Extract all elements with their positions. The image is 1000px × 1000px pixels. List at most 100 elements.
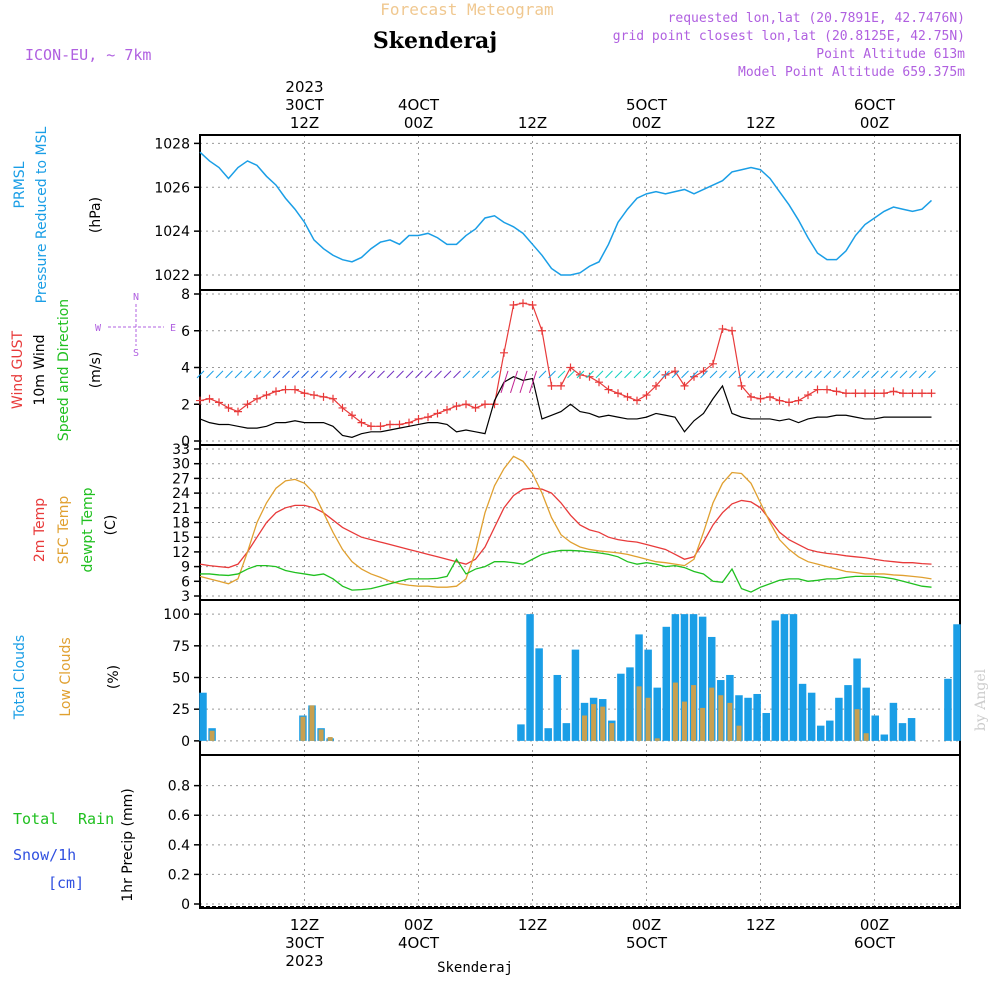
wind-gust-marker bbox=[433, 409, 442, 418]
wind-gust-marker bbox=[671, 367, 679, 376]
panel-0: 1022 1024 1026 1028 bbox=[154, 134, 961, 291]
total-cloud-bar bbox=[762, 712, 770, 741]
wind-gust-marker bbox=[528, 301, 537, 310]
low-cloud-bar bbox=[718, 695, 724, 741]
precip-unit: 1hr Precip (mm) bbox=[120, 788, 136, 901]
total-cloud-bar bbox=[199, 692, 207, 741]
y-tick-label: 1026 bbox=[154, 180, 190, 196]
low-cloud-bar bbox=[854, 709, 860, 741]
bottom-hour-label: 12Z bbox=[290, 916, 319, 934]
wind-gust-marker bbox=[357, 418, 366, 427]
wind-direction-arrow bbox=[453, 370, 461, 379]
total-cloud-bar bbox=[907, 718, 916, 741]
wind-direction-arrow bbox=[557, 370, 566, 379]
y-tick-label: 6 bbox=[181, 574, 190, 590]
wind-direction-arrow bbox=[700, 370, 708, 379]
temp-dewpoint-line bbox=[200, 549, 932, 593]
wind-direction-arrow bbox=[320, 370, 328, 379]
wind-gust-marker bbox=[367, 422, 375, 431]
wind-direction-arrow bbox=[510, 370, 518, 394]
wind-gust-marker bbox=[652, 381, 660, 390]
wind-gust-marker bbox=[386, 420, 394, 429]
low-cloud-bar bbox=[654, 738, 660, 741]
wind-gust-marker bbox=[699, 367, 708, 376]
wind-gust-marker bbox=[471, 403, 480, 412]
cloud-low-label: Low Clouds bbox=[58, 637, 74, 716]
y-tick-label: 15 bbox=[172, 530, 190, 546]
wind-direction-arrow bbox=[215, 370, 224, 379]
wind-direction-arrow bbox=[386, 370, 395, 379]
wind-direction-arrow bbox=[586, 370, 594, 379]
wind-gust-marker bbox=[813, 385, 822, 394]
wind-direction-arrow bbox=[785, 370, 794, 379]
top-hour-label: 12Z bbox=[290, 114, 319, 132]
plot-area: 1022102410261028024683691215182124273033… bbox=[154, 134, 961, 913]
panel-frame bbox=[199, 754, 961, 909]
y-tick-label: 33 bbox=[172, 442, 190, 458]
wind-gust-marker bbox=[728, 326, 736, 335]
wind-gust-marker bbox=[775, 396, 784, 405]
wind-direction-arrow bbox=[652, 370, 661, 379]
precip-total-label: Total bbox=[13, 810, 58, 828]
wind-direction-arrow bbox=[396, 370, 404, 379]
top-hour-label: 12Z bbox=[518, 114, 547, 132]
y-tick-label: 27 bbox=[172, 471, 190, 487]
bottom-day-label: 4OCT bbox=[398, 934, 440, 952]
total-cloud-bar bbox=[526, 614, 534, 741]
y-tick-label: 21 bbox=[172, 501, 190, 517]
bottom-hour-label: 12Z bbox=[518, 916, 547, 934]
total-cloud-bar bbox=[626, 667, 634, 741]
temp-2m-label: 2m Temp bbox=[32, 498, 48, 562]
pressure-panel-labels: PRMSL Pressure Reduced to MSL (hPa) bbox=[12, 126, 104, 303]
wind-direction-arrow bbox=[766, 370, 775, 379]
y-tick-label: 0.8 bbox=[168, 779, 190, 795]
wind-gust-marker bbox=[566, 363, 575, 372]
low-cloud-bar bbox=[672, 682, 678, 741]
wind-10m-label: 10m Wind bbox=[32, 334, 48, 405]
wind-direction-arrow bbox=[662, 370, 670, 379]
wind-gust-marker bbox=[547, 381, 556, 390]
wind-direction-arrow bbox=[890, 370, 898, 379]
top-hour-label: 00Z bbox=[404, 114, 433, 132]
bottom-hour-label: 00Z bbox=[404, 916, 433, 934]
wind-direction-arrow bbox=[576, 370, 585, 379]
wind-direction-arrow bbox=[529, 370, 537, 394]
precip-snow-label: Snow/1h bbox=[13, 846, 76, 864]
requested-coords: requested lon,lat (20.7891E, 42.7476N) bbox=[668, 11, 965, 26]
wind-direction-arrow bbox=[880, 370, 889, 379]
wind-gust-marker bbox=[794, 396, 803, 405]
wind-gust-marker bbox=[329, 394, 337, 403]
total-cloud-bar bbox=[680, 614, 689, 741]
wind-gust-marker bbox=[718, 324, 727, 333]
wind-direction-arrow bbox=[624, 370, 632, 379]
footer-location: Skenderaj bbox=[437, 960, 513, 976]
y-tick-label: 3 bbox=[181, 589, 190, 605]
total-cloud-bar bbox=[816, 725, 825, 741]
low-cloud-bar bbox=[327, 737, 333, 741]
wind-gust-marker bbox=[300, 389, 309, 398]
compass-rose: N S W E bbox=[95, 292, 176, 359]
total-cloud-bar bbox=[953, 624, 961, 741]
wind-gust-marker bbox=[623, 392, 632, 401]
wind-direction-arrow bbox=[804, 370, 813, 379]
y-tick-label: 1022 bbox=[154, 268, 190, 284]
wind-gust-marker bbox=[804, 391, 812, 400]
wind-gust-marker bbox=[737, 381, 746, 390]
wind-gust-marker bbox=[338, 403, 347, 412]
precip-cm-label: [cm] bbox=[48, 874, 84, 892]
precip-panel-labels: Total Rain Snow/1h [cm] 1hr Precip (mm) bbox=[13, 788, 136, 901]
wind-direction-arrow bbox=[861, 370, 870, 379]
wind-direction-arrow bbox=[519, 370, 528, 394]
wind-gust-label: Wind GUST bbox=[10, 330, 26, 409]
wind-direction-arrow bbox=[472, 370, 480, 379]
y-tick-label: 75 bbox=[172, 639, 190, 655]
wind-gust-marker bbox=[633, 396, 641, 405]
wind-direction-arrow bbox=[909, 370, 917, 379]
pressure-unit: (hPa) bbox=[88, 197, 104, 233]
total-cloud-bar bbox=[562, 723, 571, 741]
wind-direction-arrow bbox=[823, 370, 832, 379]
pressure-label-desc: Pressure Reduced to MSL bbox=[34, 126, 50, 303]
pressure-line bbox=[199, 151, 933, 276]
